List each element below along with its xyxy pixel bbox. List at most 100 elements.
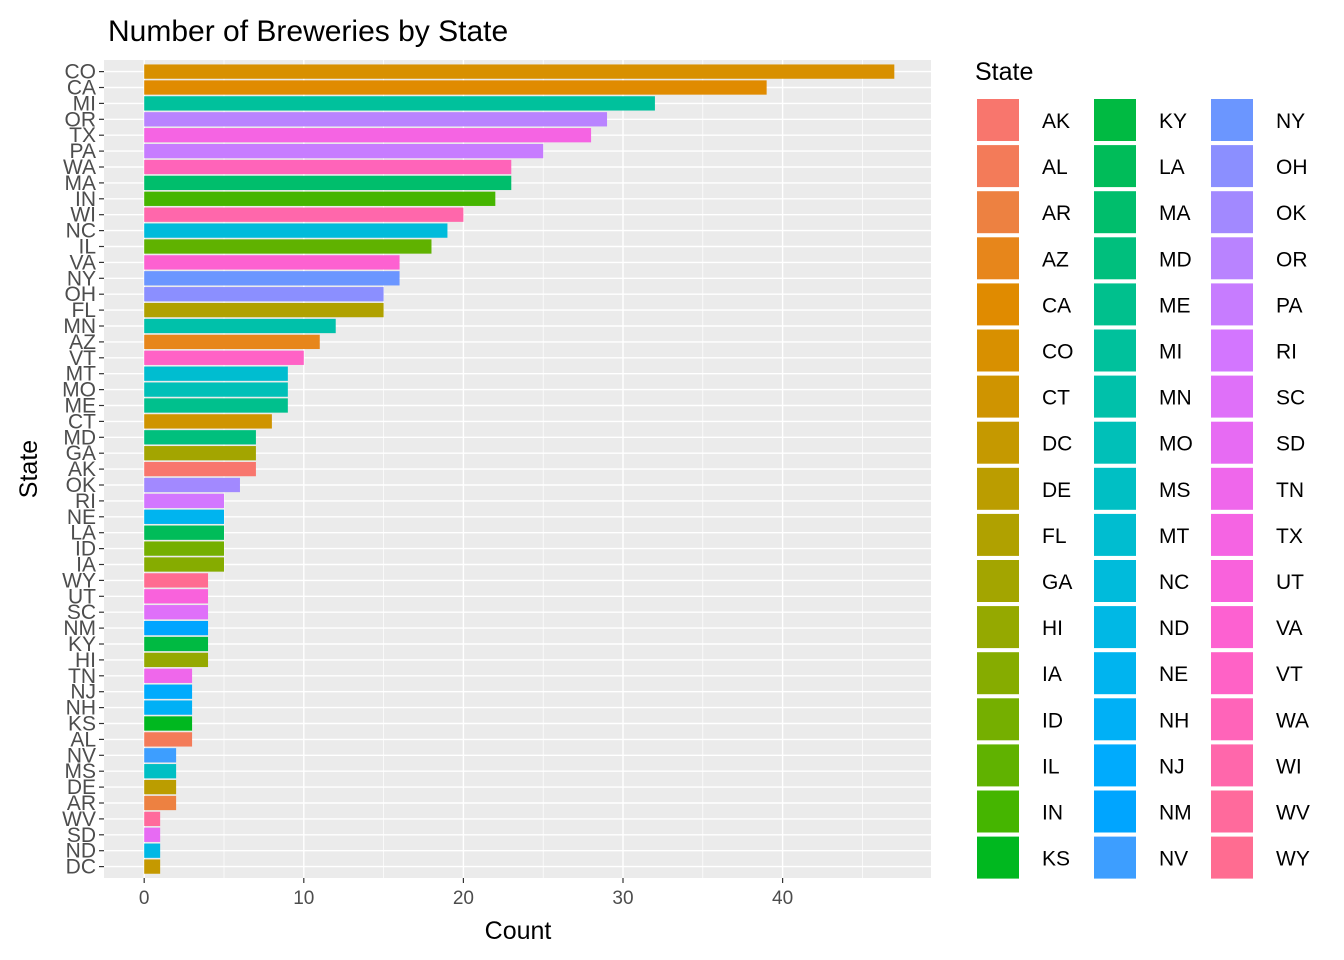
legend-key-id xyxy=(977,698,1019,741)
legend-label-de: DE xyxy=(1042,479,1071,502)
legend-label-ne: NE xyxy=(1159,663,1188,686)
legend-key-hi xyxy=(977,606,1019,649)
y-tick-label: DC xyxy=(66,856,96,879)
legend-label-ar: AR xyxy=(1042,202,1071,225)
legend-key-la xyxy=(1094,145,1136,188)
legend-label-sc: SC xyxy=(1276,387,1305,410)
bar-de xyxy=(144,779,177,795)
y-tick-label: NC xyxy=(66,220,96,243)
y-tick-label: IA xyxy=(76,554,96,577)
bar-nm xyxy=(144,620,209,636)
legend-label-ny: NY xyxy=(1276,110,1305,133)
legend-label-oh: OH xyxy=(1276,156,1308,179)
y-tick-label: WI xyxy=(70,204,96,227)
legend-label-mn: MN xyxy=(1159,387,1192,410)
legend-key-az xyxy=(977,237,1019,280)
bar-nv xyxy=(144,748,177,763)
legend-label-or: OR xyxy=(1276,248,1308,271)
y-axis-title: State xyxy=(15,440,43,498)
y-tick-label: CO xyxy=(65,61,97,84)
bar-mo xyxy=(144,382,288,397)
y-tick-label: AK xyxy=(68,458,96,481)
bar-ok xyxy=(144,477,240,493)
legend-label-ks: KS xyxy=(1042,848,1070,871)
bar-nh xyxy=(144,700,193,715)
legend-key-co xyxy=(977,329,1019,372)
bar-ky xyxy=(144,636,209,652)
legend-label-ky: KY xyxy=(1159,110,1187,133)
bar-me xyxy=(144,398,288,413)
legend-label-fl: FL xyxy=(1042,525,1067,548)
legend-label-id: ID xyxy=(1042,709,1063,732)
legend-key-oh xyxy=(1211,145,1253,188)
legend-label-la: LA xyxy=(1159,156,1185,179)
legend-label-tn: TN xyxy=(1276,479,1304,502)
y-tick-label: UT xyxy=(68,585,96,608)
y-tick-label: SC xyxy=(67,601,96,624)
legend-key-in xyxy=(977,790,1019,833)
legend-key-ak xyxy=(977,99,1019,141)
y-tick-label: SD xyxy=(67,824,96,847)
legend-key-wy xyxy=(1211,836,1253,879)
legend-key-nd xyxy=(1094,606,1136,649)
y-tick-label: CT xyxy=(68,410,96,433)
legend-key-nj xyxy=(1094,744,1136,787)
legend-label-nc: NC xyxy=(1159,571,1189,594)
legend-key-ne xyxy=(1094,652,1136,695)
legend-key-ar xyxy=(977,191,1019,234)
bar-vt xyxy=(144,350,304,365)
legend-label-wa: WA xyxy=(1276,709,1309,732)
legend-key-pa xyxy=(1211,283,1253,326)
legend-key-tn xyxy=(1211,467,1253,510)
y-tick-label: MT xyxy=(66,363,96,386)
legend-label-ct: CT xyxy=(1042,387,1070,410)
legend-label-ma: MA xyxy=(1159,202,1191,225)
y-tick-label: CA xyxy=(67,77,96,100)
legend-key-ok xyxy=(1211,191,1253,234)
y-tick-label: AZ xyxy=(69,331,96,354)
legend-label-wv: WV xyxy=(1276,802,1310,825)
legend-label-va: VA xyxy=(1276,617,1302,640)
legend-key-mt xyxy=(1094,513,1136,556)
legend-key-de xyxy=(977,467,1019,510)
bar-la xyxy=(144,525,224,540)
legend-label-wy: WY xyxy=(1276,848,1310,871)
x-tick-label: 40 xyxy=(772,888,793,909)
bar-ri xyxy=(144,493,224,509)
bar-co xyxy=(144,64,895,79)
y-tick-label: WV xyxy=(62,808,96,831)
legend-label-ga: GA xyxy=(1042,571,1072,594)
bar-mn xyxy=(144,318,336,334)
bar-ca xyxy=(144,80,767,95)
bar-or xyxy=(144,112,608,127)
legend: State AK AL AR AZ CA CO CT DC DE FL GA HI IA ID IL IN KS… xyxy=(975,58,1310,879)
y-tick-label: FL xyxy=(71,299,96,322)
bar-nj xyxy=(144,684,193,699)
bar-sd xyxy=(144,827,161,842)
bar-ia xyxy=(144,557,224,572)
bar-va xyxy=(144,255,400,270)
bar-ar xyxy=(144,795,177,811)
bar-dc xyxy=(144,859,161,874)
legend-label-co: CO xyxy=(1042,341,1074,364)
bar-pa xyxy=(144,143,544,159)
y-tick-label: TX xyxy=(69,124,96,147)
y-tick-label: MS xyxy=(65,760,97,783)
bar-ma xyxy=(144,175,512,191)
y-tick-label: ND xyxy=(66,840,96,863)
legend-key-va xyxy=(1211,606,1253,649)
y-tick-label: TN xyxy=(68,665,96,688)
legend-key-ks xyxy=(977,836,1019,879)
bar-hi xyxy=(144,652,209,668)
legend-key-nc xyxy=(1094,560,1136,602)
x-axis: 0 10 20 30 40 xyxy=(139,878,793,909)
legend-label-ca: CA xyxy=(1042,294,1071,317)
legend-label-md: MD xyxy=(1159,248,1192,271)
y-tick-label: NM xyxy=(63,617,96,640)
legend-label-wi: WI xyxy=(1276,755,1302,778)
bar-tn xyxy=(144,668,193,683)
bar-wv xyxy=(144,811,161,827)
legend-label-ak: AK xyxy=(1042,110,1070,133)
legend-label-il: IL xyxy=(1042,755,1060,778)
